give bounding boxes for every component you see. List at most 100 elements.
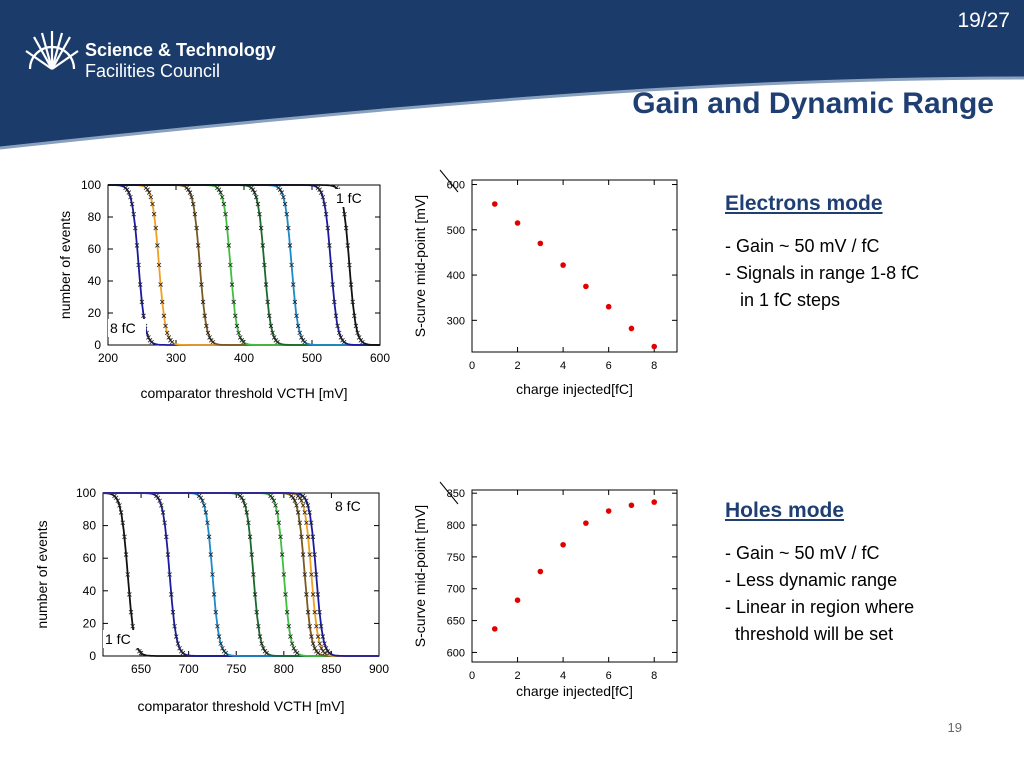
scurve-data-point — [215, 623, 220, 629]
scurve-data-point — [134, 243, 140, 248]
scurve-data-point — [304, 592, 309, 597]
scurve-data-point — [322, 650, 327, 656]
y-tick-label: 20 — [83, 616, 97, 630]
scurve-data-point — [302, 572, 308, 577]
scurve-data-point — [297, 520, 303, 526]
scurve-data-point — [149, 339, 154, 345]
scurve-data-point — [180, 650, 186, 656]
scurve-data-point — [282, 201, 288, 207]
annotation-label: 1 fC — [105, 631, 131, 647]
scurve-data-point — [284, 211, 289, 217]
scurve-data-point — [155, 495, 161, 501]
scurve-data-point — [213, 609, 219, 615]
y-tick-label: 20 — [88, 306, 102, 320]
scurve-data-point — [141, 313, 146, 319]
scurve-data-point — [315, 650, 321, 656]
scurve-data-point — [350, 299, 355, 305]
scurve-data-point — [236, 330, 241, 336]
scurve-data-point — [318, 190, 324, 195]
scurve-data-point — [255, 201, 261, 207]
axis-label-pointer — [439, 481, 459, 505]
scurve-data-point — [153, 225, 159, 231]
scurve-data-point — [348, 282, 354, 287]
holes-heading: Holes mode — [725, 499, 845, 522]
scurve-data-point — [322, 641, 327, 646]
electrons-bullet: - Signals in range 1-8 fC — [725, 263, 920, 283]
scurve-data-point — [224, 225, 230, 231]
scurve-data-point — [315, 634, 321, 639]
scurve-data-point — [289, 262, 294, 268]
scurve-data-point — [309, 634, 314, 639]
y-tick-label: 60 — [88, 242, 102, 256]
scurve-data-point — [325, 225, 331, 231]
scurve-data-point — [265, 299, 270, 305]
scurve-data-point — [129, 201, 135, 207]
electrons-scurve-chart: 200 300 400 500 600 0 20 40 60 80 100 comparator th… — [57, 175, 405, 407]
annotation-label: 1 fC — [336, 190, 362, 206]
logo-line-1: Science & Technology — [85, 40, 276, 60]
scurve-data-point — [173, 634, 179, 639]
scurve-data-point — [290, 282, 296, 287]
x-tick-label: 600 — [370, 351, 390, 365]
y-tick-label: 650 — [447, 616, 465, 628]
scurve-data-point — [286, 225, 291, 231]
electrons-midpoint-chart: 0 2 4 6 8 300 400 500 600 charge injected[fC] S-cu… — [410, 169, 685, 402]
scurve-data-point — [146, 335, 151, 340]
scurve-data-point — [262, 262, 267, 268]
scurve-data-point — [257, 211, 262, 217]
scurve-data-point — [168, 592, 174, 597]
x-tick-label: 800 — [274, 662, 294, 676]
scurve-data-point — [292, 299, 298, 305]
scurve-data-point — [128, 609, 134, 615]
scurve-data-point — [310, 534, 316, 540]
y-tick-label: 60 — [83, 551, 97, 565]
scatter-point — [537, 568, 544, 575]
scurve-data-point — [328, 262, 334, 268]
scurve-data-point — [250, 187, 256, 192]
x-axis-label: comparator threshold VCTH [mV] — [138, 698, 345, 714]
x-axis-label: charge injected[fC] — [516, 381, 633, 397]
scurve-data-point — [271, 335, 277, 340]
scurve-data-point — [130, 623, 135, 629]
scurve-data-point — [307, 510, 312, 515]
scurve-data-point — [299, 335, 304, 340]
scurve-data-point — [313, 572, 319, 577]
scurve-data-point — [347, 262, 352, 268]
plot-frame — [102, 492, 380, 657]
scatter-point — [560, 262, 566, 268]
scurve-data-point — [203, 510, 209, 515]
scurve-data-point — [123, 552, 129, 557]
scurve-data-point — [218, 190, 223, 195]
scurve-data-point — [302, 495, 307, 501]
scurve-data-point — [172, 623, 177, 629]
scurve-data-point — [304, 520, 309, 526]
scatter-point — [537, 240, 544, 247]
scatter-point — [514, 220, 521, 226]
scatter-point — [628, 325, 635, 332]
scurve-data-point — [145, 187, 150, 192]
scurve-data-point — [305, 534, 311, 540]
scurve-data-point — [216, 634, 222, 639]
y-tick-label: 0 — [94, 338, 101, 352]
plot-frame — [107, 184, 381, 346]
scurve-data-point — [131, 211, 136, 217]
x-tick-label: 6 — [606, 670, 612, 682]
scatter-point — [514, 597, 521, 604]
y-axis-label: S-curve mid-point [mV] — [412, 195, 428, 337]
x-tick-label: 0 — [469, 670, 475, 682]
y-tick-label: 750 — [447, 552, 465, 564]
scurve-data-point — [312, 552, 317, 557]
scurve-data-point — [294, 503, 299, 508]
scurve-data-point — [307, 623, 313, 629]
holes-bullet: - Linear in region where — [725, 597, 915, 617]
holes-scurve-svg: 650 700 750 800 850 900 0 20 40 60 80 100 comparator… — [34, 486, 389, 714]
x-tick-label: 8 — [651, 360, 657, 372]
scurve-data-point — [332, 299, 337, 305]
scurve-data-point — [356, 335, 362, 340]
scurve-data-point — [254, 609, 259, 615]
scurve-data-point — [124, 187, 130, 192]
scurve-data-point — [284, 609, 290, 615]
y-tick-label: 600 — [447, 180, 465, 192]
scurve-data-point — [164, 534, 169, 540]
scurve-data-point — [341, 339, 347, 345]
